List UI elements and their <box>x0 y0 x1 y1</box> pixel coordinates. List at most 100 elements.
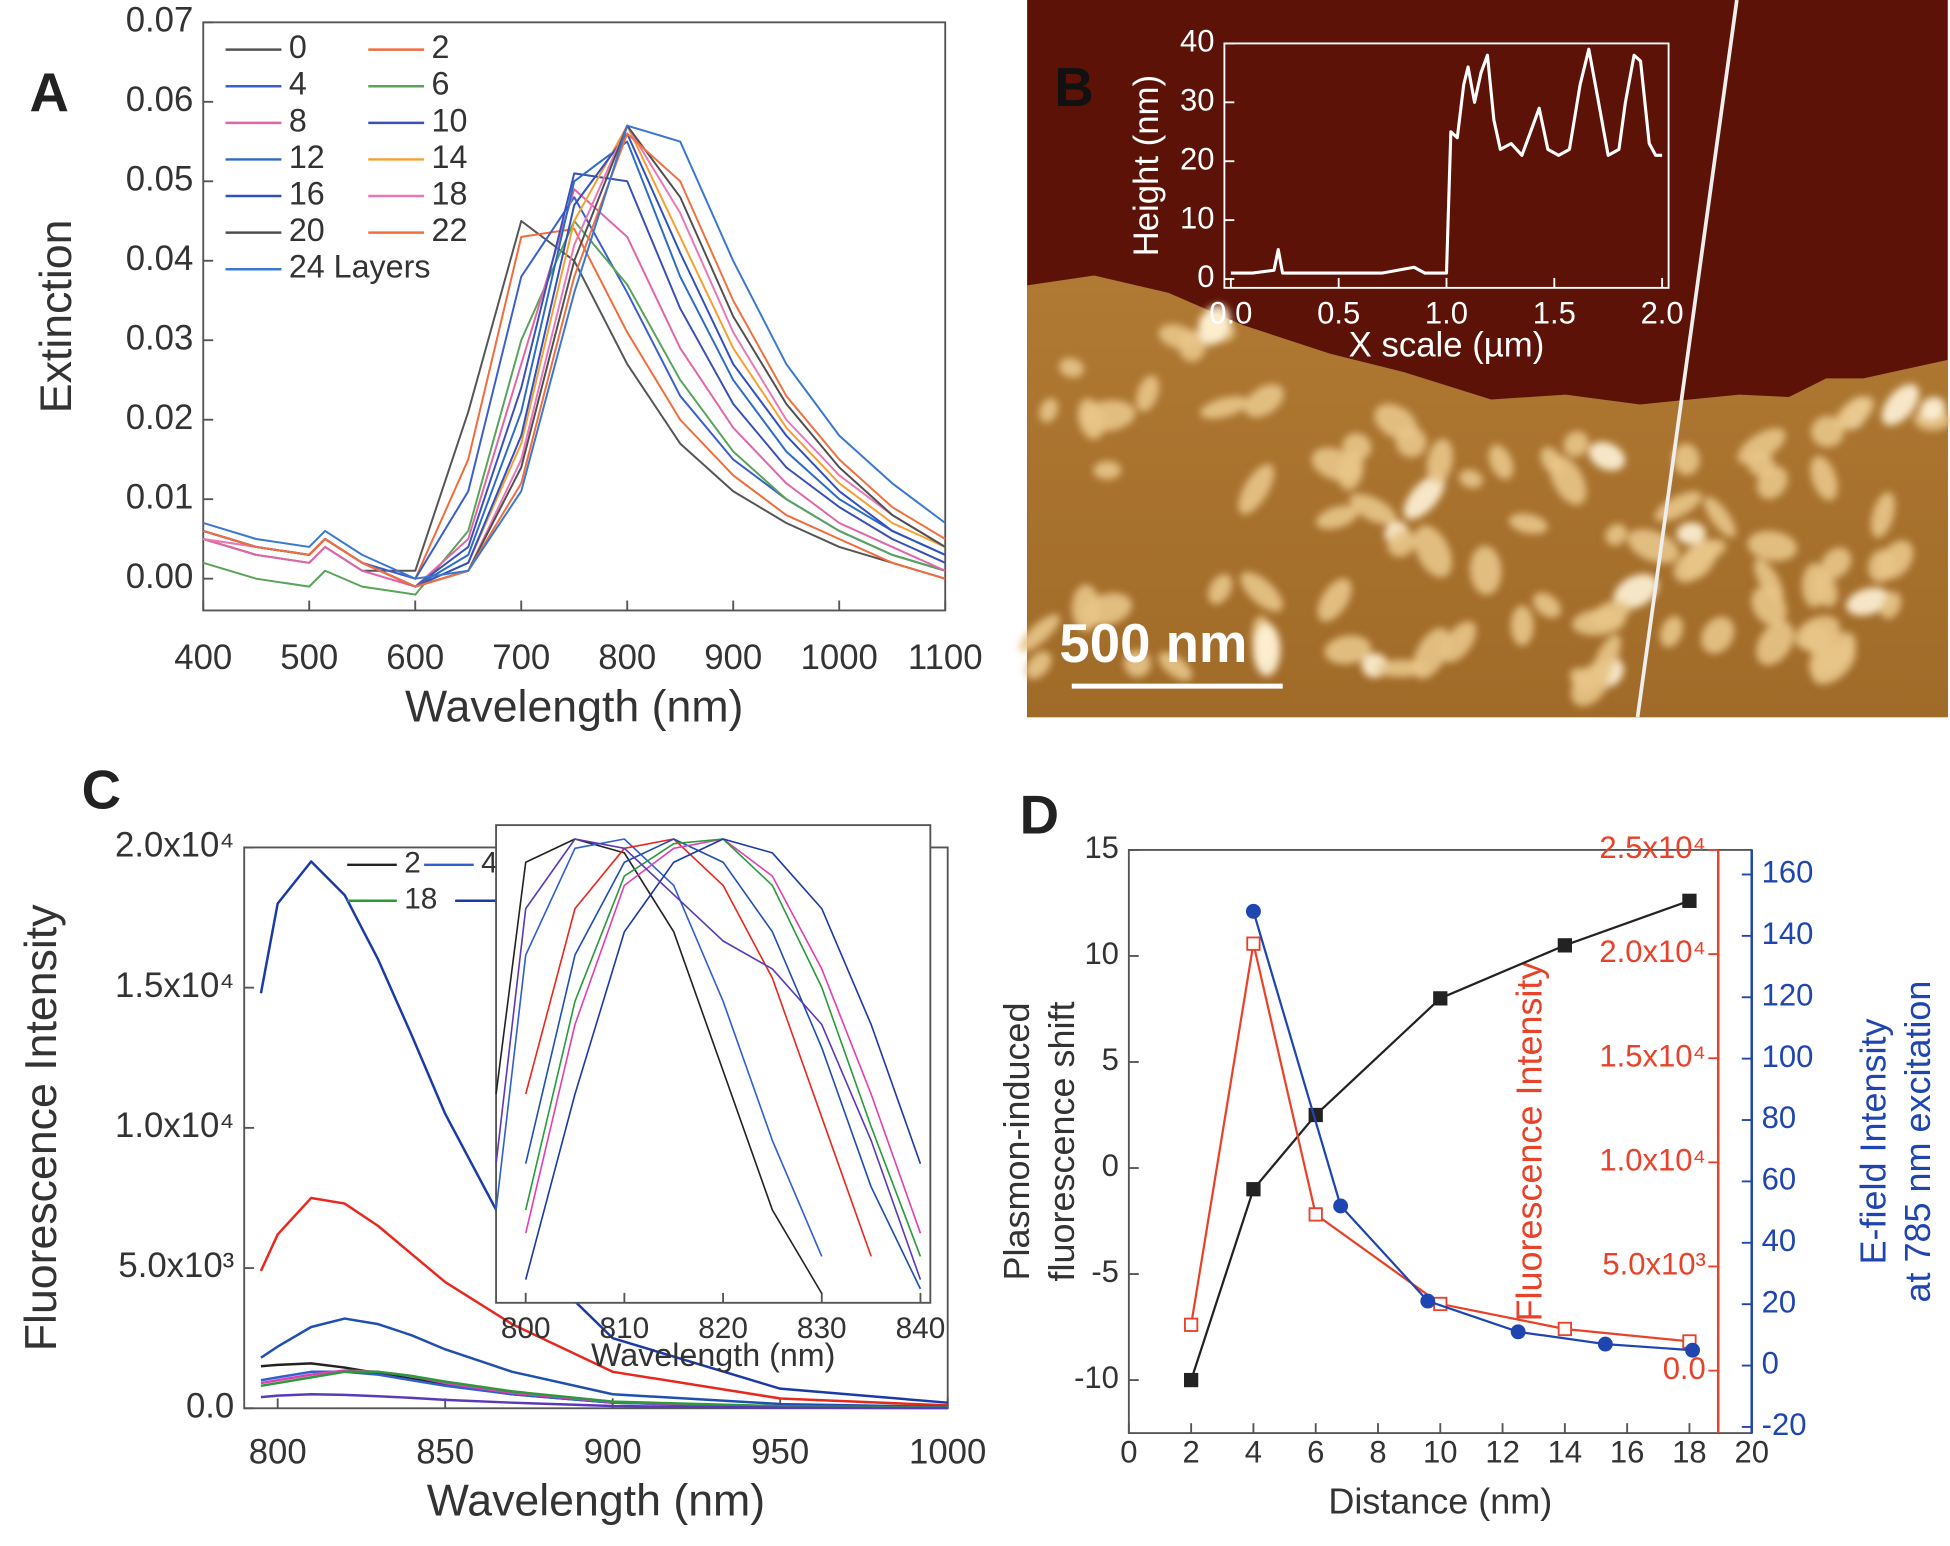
afm-particle <box>1563 431 1589 457</box>
y3-tick-label: 80 <box>1762 1100 1796 1135</box>
afm-particle <box>1881 384 1920 426</box>
x-axis-title: Distance (nm) <box>1328 1480 1552 1521</box>
series-line <box>495 838 823 1257</box>
y-tick-label: -10 <box>1074 1360 1119 1395</box>
afm-particle <box>1676 522 1706 545</box>
x-tick-label: 810 <box>600 1312 650 1345</box>
y-tick-label: 5 <box>1102 1042 1119 1077</box>
afm-particle <box>1123 649 1151 678</box>
series-line <box>259 860 948 1404</box>
marker <box>1308 1207 1323 1222</box>
y3-tick-label: 60 <box>1762 1162 1796 1197</box>
profile-line <box>1635 0 1739 718</box>
chart: 800 850 900 950 1000 0.0 5.0x10³ 1.0x10⁴ 1.5x10⁴… <box>17 760 986 1526</box>
x-tick-label: 800 <box>249 1433 307 1471</box>
afm-particle <box>1198 304 1231 346</box>
afm-particle <box>1469 545 1502 595</box>
afm-particle <box>1751 586 1787 626</box>
afm-particle <box>1703 496 1736 538</box>
y-axis-title: Fluorescence Intensity <box>17 904 66 1351</box>
y-tick-label: 0.01 <box>126 478 194 516</box>
y-axis-title: fluorescence shift <box>1041 1002 1082 1282</box>
y3-tick-label: 160 <box>1762 855 1814 890</box>
y-axis-title: Height (nm) <box>1128 75 1166 256</box>
legend-label: 8 <box>289 102 307 138</box>
afm-particle <box>1660 615 1684 648</box>
y3-tick-label: -20 <box>1762 1407 1807 1442</box>
y-axis-title: Extinction <box>32 220 81 414</box>
legend-label: 24 Layers <box>289 249 431 285</box>
plot-frame <box>202 21 947 612</box>
x-tick-label: 12 <box>1485 1434 1519 1469</box>
x-tick-label: 8 <box>1369 1434 1386 1469</box>
afm-particle <box>1426 438 1453 484</box>
afm-particle <box>1701 616 1735 654</box>
afm-particle <box>1082 592 1132 626</box>
legend-label: 0 <box>289 29 307 65</box>
y2-tick-label: 2.5x10⁴ <box>1599 830 1705 865</box>
afm-film <box>1027 275 1948 718</box>
legend-label: 2 <box>404 847 421 880</box>
afm-particle <box>1244 384 1284 418</box>
afm-particle <box>1240 572 1283 612</box>
legend-label: 4 <box>481 847 498 880</box>
afm-particle <box>1532 592 1561 618</box>
y-tick-label: 20 <box>1180 141 1214 176</box>
chart: 0.0 0.5 1.0 1.5 2.0 0 10 20 30 40 X scale (µm) Heig… <box>1054 24 1684 689</box>
marker <box>1245 903 1261 919</box>
series-line <box>260 1370 948 1409</box>
y2-tick-label: 2.0x10⁴ <box>1599 934 1705 969</box>
panel-letter: A <box>30 62 69 123</box>
afm-particles <box>1019 304 1950 707</box>
y3-tick-label: 0 <box>1762 1346 1779 1381</box>
afm-particle <box>1253 623 1281 676</box>
afm-particle <box>1810 456 1838 501</box>
y2-axis-title: Fluorescence Intensity <box>1509 962 1550 1322</box>
y-tick-label: 0.06 <box>126 81 194 119</box>
afm-particle <box>1238 464 1275 515</box>
afm-particle <box>1808 632 1856 677</box>
afm-particle <box>1613 574 1659 610</box>
afm-particle <box>1868 549 1895 583</box>
x-tick-label: 1000 <box>801 639 878 677</box>
series-line <box>260 1393 948 1410</box>
marker <box>1333 1198 1349 1214</box>
x-tick-label: 600 <box>386 639 444 677</box>
y-tick-label: 0.02 <box>126 399 194 437</box>
series-line <box>495 838 823 1294</box>
legend-label: 18 <box>404 883 437 916</box>
y-tick-label: 40 <box>1180 24 1214 59</box>
marker <box>1246 1182 1261 1197</box>
marker <box>1420 1293 1436 1309</box>
afm-particle <box>1093 460 1122 480</box>
afm-particle <box>1605 523 1628 546</box>
marker <box>1597 1336 1613 1352</box>
series-line <box>202 132 946 588</box>
marker <box>1557 1321 1572 1337</box>
x-axis-title: Wavelength (nm) <box>427 1477 765 1526</box>
chart: 800 810 820 830 840 Wavelength (nm) <box>495 824 945 1373</box>
afm-particle <box>1375 659 1426 678</box>
x-tick-label: 1.0 <box>1425 295 1468 330</box>
afm-particle <box>1441 621 1477 663</box>
y3-tick-label: 20 <box>1762 1284 1796 1319</box>
afm-particle <box>1208 574 1233 605</box>
afm-particle <box>1403 474 1445 520</box>
x-tick-label: 16 <box>1610 1434 1644 1469</box>
afm-image <box>1019 0 1950 718</box>
y3-axis-title: E-field Intensity <box>1852 1019 1893 1265</box>
afm-particle <box>1803 624 1829 655</box>
afm-particle <box>1737 428 1786 464</box>
y-tick-label: 0.07 <box>126 2 194 40</box>
afm-particle <box>1158 324 1197 349</box>
series-line <box>260 1317 948 1409</box>
marker <box>1557 938 1572 953</box>
afm-particle <box>1059 358 1084 378</box>
afm-particle <box>1136 375 1159 412</box>
legend-label: 10 <box>432 102 468 138</box>
series-line <box>1230 47 1663 275</box>
series-line <box>1190 899 1690 1381</box>
y-tick-label: 0.0 <box>186 1387 234 1425</box>
x-tick-label: 0.5 <box>1317 295 1360 330</box>
